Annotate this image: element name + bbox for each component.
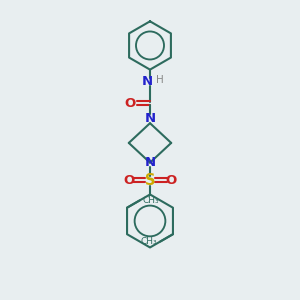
- Text: O: O: [124, 97, 136, 110]
- Text: CH₃: CH₃: [143, 196, 159, 205]
- Text: S: S: [145, 173, 155, 188]
- Text: CH₃: CH₃: [141, 237, 157, 246]
- Text: N: N: [144, 156, 156, 169]
- Text: O: O: [165, 174, 176, 187]
- Text: N: N: [142, 76, 153, 88]
- Text: O: O: [124, 174, 135, 187]
- Text: H: H: [156, 75, 164, 85]
- Text: N: N: [144, 112, 156, 125]
